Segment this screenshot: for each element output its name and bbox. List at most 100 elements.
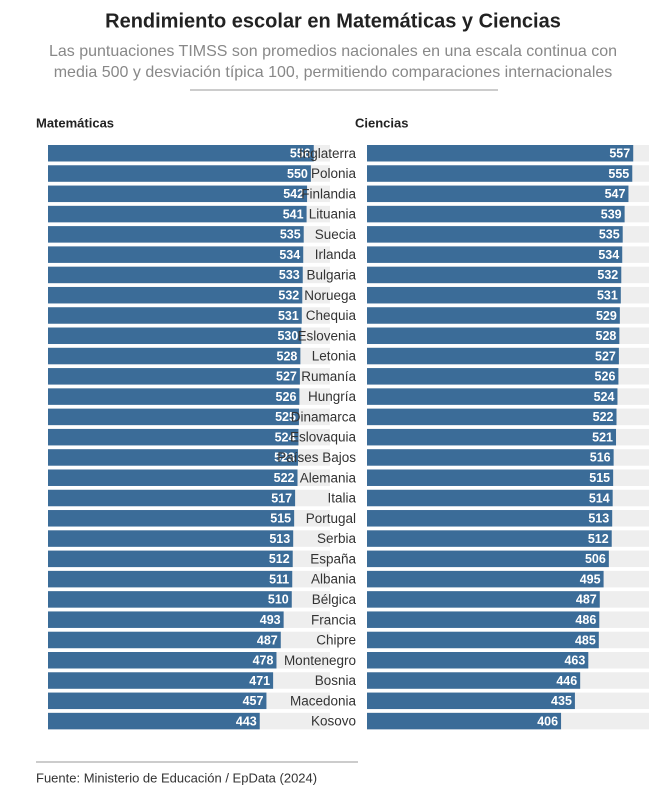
- value-label: 406: [537, 714, 558, 728]
- value-label: 539: [601, 207, 622, 221]
- category-label: Macedonia: [290, 693, 357, 708]
- value-label: 521: [592, 430, 613, 444]
- bar: [48, 712, 260, 730]
- bar: [367, 185, 629, 203]
- subtitle: Las puntuaciones TIMSS son promedios nac…: [49, 43, 617, 60]
- bar: [367, 469, 614, 486]
- value-label: 532: [597, 268, 618, 282]
- value-label: 550: [287, 167, 308, 181]
- bar: [48, 145, 314, 162]
- bar: [367, 347, 619, 365]
- value-label: 528: [596, 329, 617, 343]
- bar: [367, 246, 623, 263]
- bar: [367, 388, 618, 405]
- category-label: Eslovenia: [297, 328, 356, 343]
- value-label: 493: [260, 613, 281, 627]
- value-label: 534: [598, 248, 619, 262]
- value-label: 535: [599, 228, 620, 242]
- bar: [367, 165, 633, 182]
- bar: [48, 327, 302, 345]
- bar: [367, 712, 562, 730]
- category-label: Albania: [311, 572, 357, 587]
- category-label: Alemania: [300, 470, 357, 485]
- bar: [48, 510, 295, 527]
- bar: [367, 327, 620, 345]
- category-label: Bulgaria: [306, 267, 356, 282]
- bar: [367, 652, 589, 669]
- bar: [48, 388, 300, 405]
- value-label: 522: [593, 410, 614, 424]
- value-label: 457: [243, 694, 264, 708]
- value-label: 511: [269, 572, 289, 586]
- bar: [48, 368, 300, 385]
- bar: [48, 489, 296, 507]
- bar: [367, 266, 622, 284]
- title: Rendimiento escolar en Matemáticas y Cie…: [105, 10, 561, 32]
- value-label: 526: [276, 390, 297, 404]
- value-label: 533: [279, 268, 300, 282]
- value-label: 514: [589, 491, 610, 505]
- source: Fuente: Ministerio de Educación / EpData…: [36, 770, 317, 785]
- bar: [48, 185, 308, 203]
- bar: [367, 530, 612, 547]
- bar: [48, 672, 274, 689]
- bar: [48, 428, 299, 446]
- bar: [48, 205, 307, 223]
- value-label: 516: [590, 451, 611, 465]
- value-label: 556: [290, 147, 311, 161]
- bar: [48, 530, 294, 547]
- value-label: 532: [278, 289, 299, 303]
- category-label: España: [310, 551, 356, 566]
- bar: [367, 489, 613, 507]
- value-label: 529: [596, 309, 617, 323]
- value-label: 515: [270, 512, 291, 526]
- bar: [367, 286, 621, 304]
- value-label: 435: [551, 694, 572, 708]
- bar: [367, 570, 604, 588]
- category-label: Kosovo: [311, 714, 356, 729]
- category-label: Noruega: [304, 288, 356, 303]
- bar: [48, 570, 293, 588]
- value-label: 515: [589, 471, 610, 485]
- category-label: Lituania: [309, 207, 357, 222]
- category-label: Eslovaquia: [290, 430, 357, 445]
- category-label: Portugal: [306, 511, 356, 526]
- value-label: 527: [276, 370, 297, 384]
- value-label: 535: [280, 228, 301, 242]
- category-label: Países Bajos: [277, 450, 356, 465]
- category-label: Chipre: [316, 633, 356, 648]
- bar: [48, 449, 298, 466]
- bar: [48, 652, 277, 669]
- bar: [48, 611, 284, 628]
- bar: [48, 692, 267, 710]
- category-label: Letonia: [312, 349, 357, 364]
- value-label: 524: [275, 430, 296, 444]
- category-label: Bosnia: [315, 673, 357, 688]
- bar: [367, 611, 600, 628]
- value-label: 525: [275, 410, 296, 424]
- value-label: 513: [269, 532, 290, 546]
- bar: [48, 286, 303, 304]
- bar: [367, 449, 614, 466]
- value-label: 547: [605, 187, 626, 201]
- bar: [48, 226, 304, 243]
- value-label: 526: [595, 370, 616, 384]
- bar: [367, 226, 623, 243]
- bar: [367, 307, 620, 324]
- value-label: 487: [257, 633, 278, 647]
- bar: [367, 368, 619, 385]
- value-label: 527: [595, 349, 616, 363]
- value-label: 512: [269, 552, 290, 566]
- category-label: Serbia: [317, 531, 357, 546]
- category-label: Francia: [311, 612, 357, 627]
- value-label: 523: [274, 451, 295, 465]
- bar: [367, 205, 625, 223]
- value-label: 541: [283, 207, 304, 221]
- category-label: Montenegro: [284, 653, 356, 668]
- value-label: 530: [277, 329, 298, 343]
- bar: [48, 246, 304, 263]
- bar: [48, 165, 311, 182]
- value-label: 495: [580, 572, 601, 586]
- value-label: 522: [274, 471, 295, 485]
- bar: [367, 591, 600, 608]
